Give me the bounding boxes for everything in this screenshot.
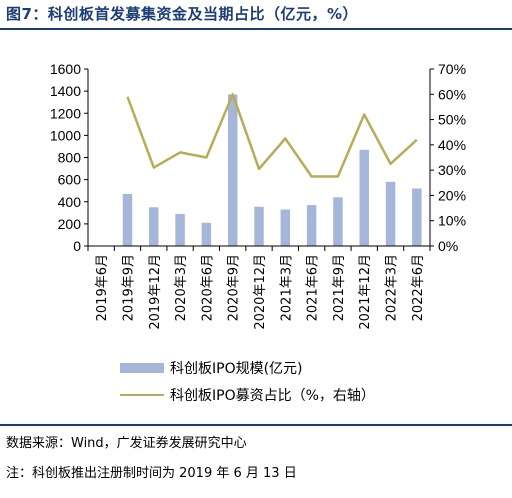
left-tick-label-5: 1000: [50, 127, 81, 143]
left-tick-label-8: 1600: [50, 61, 81, 77]
footnote: 注：科创板推出注册制时间为 2019 年 6 月 13 日: [6, 466, 297, 481]
left-tick-label-1: 200: [58, 216, 82, 232]
right-tick-label-4: 40%: [438, 137, 466, 153]
figure-title: 图7：科创板首发募集资金及当期占比（亿元，%）: [6, 5, 358, 23]
ratio-line: [126, 93, 418, 178]
x-tick-label-5: 2020年9月: [227, 254, 242, 321]
bar-6: [254, 206, 264, 246]
x-tick-label-4: 2020年6月: [200, 254, 215, 321]
left-tick-label-4: 800: [58, 150, 82, 166]
x-tick-label-3: 2020年3月: [174, 254, 189, 321]
x-tick-label-2: 2019年12月: [148, 254, 163, 330]
right-tick-label-1: 10%: [438, 213, 466, 229]
legend-bar-label: 科创板IPO规模(亿元): [170, 361, 303, 377]
chart-svg: 0 200 400 600 800 1000 1200 1400 1600 0% 10% 20% 30%…: [50, 61, 466, 330]
x-tick-label-8: 2021年6月: [306, 254, 321, 321]
source-note: 数据来源：Wind，广发证券发展研究中心: [6, 436, 247, 451]
bar-11: [385, 181, 396, 246]
bar-4: [201, 222, 212, 246]
x-tick-label-6: 2020年12月: [253, 254, 268, 330]
x-tick-label-1: 2019年9月: [121, 254, 136, 321]
right-tick-label-7: 70%: [438, 61, 466, 77]
left-tick-label-2: 400: [58, 194, 82, 210]
x-tick-label-12: 2022年6月: [411, 254, 426, 321]
title-rule: [0, 28, 512, 30]
right-tick-label-6: 60%: [438, 86, 466, 102]
bar-8: [306, 205, 317, 246]
bar-5: [227, 94, 238, 246]
x-tick-label-9: 2021年9月: [332, 254, 347, 321]
legend-bar-entry: 科创板IPO规模(亿元): [120, 358, 303, 378]
legend-bar-swatch: [120, 363, 164, 373]
right-tick-label-2: 20%: [438, 187, 466, 203]
right-tick-label-3: 30%: [438, 162, 466, 178]
legend-line-swatch: [120, 394, 164, 396]
x-tick-label-10: 2021年12月: [358, 254, 373, 330]
bottom-rule: [0, 424, 512, 426]
bar-7: [280, 209, 291, 246]
x-tick-label-0: 2019年6月: [95, 254, 110, 321]
x-tick-label-11: 2022年3月: [385, 254, 400, 321]
left-tick-label-0: 0: [73, 238, 81, 254]
bar-1: [122, 194, 133, 246]
legend-line-label: 科创板IPO募资占比（%，右轴）: [170, 388, 375, 404]
left-tick-label-3: 600: [58, 172, 82, 188]
bar-12: [412, 188, 422, 246]
right-tick-label-0: 0%: [438, 238, 458, 254]
left-tick-label-7: 1400: [50, 83, 81, 99]
bar-9: [333, 197, 343, 246]
right-tick-label-5: 50%: [438, 112, 466, 128]
x-tick-label-7: 2021年3月: [279, 254, 294, 321]
left-tick-label-6: 1200: [50, 105, 81, 121]
bar-10: [359, 149, 369, 246]
legend-line-entry: 科创板IPO募资占比（%，右轴）: [120, 385, 375, 405]
bar-2: [149, 207, 159, 246]
bar-3: [175, 213, 185, 246]
